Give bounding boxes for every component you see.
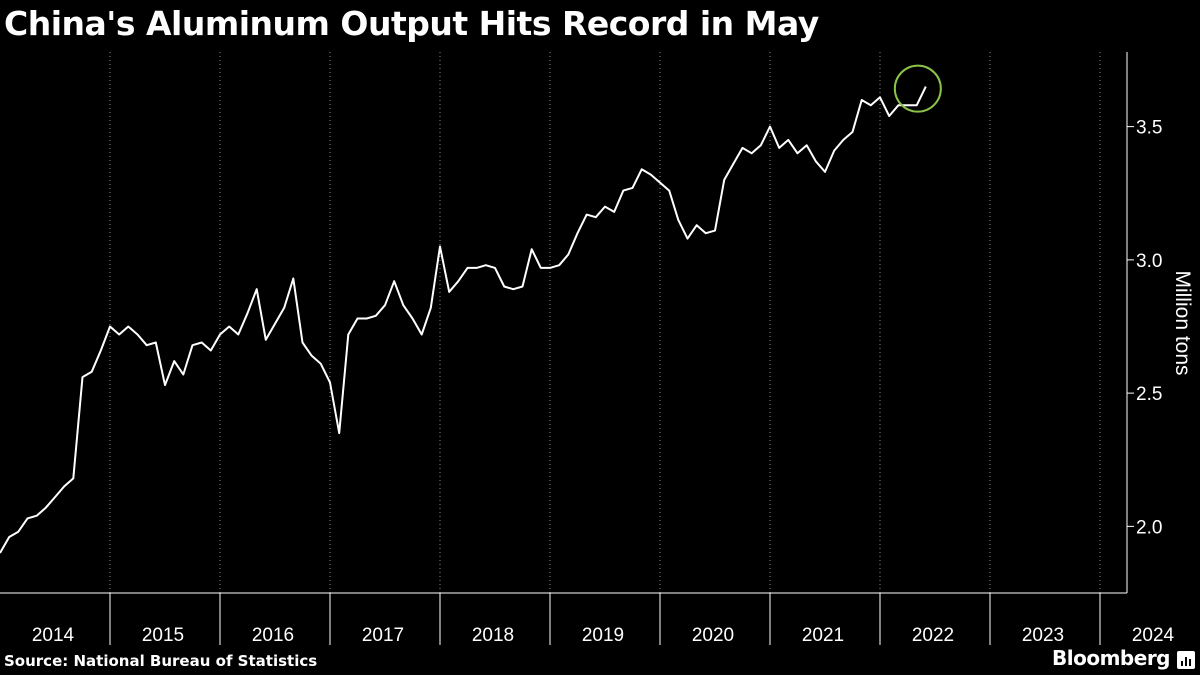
- vertical-gridlines: [109, 52, 1101, 593]
- x-tick-label-2015: 2015: [142, 625, 184, 646]
- record-highlight-circle: [893, 64, 942, 113]
- x-tick-labels: 2014 2015 2016 2017 2018 2019 2020 2021 2022 2023…: [32, 625, 1175, 646]
- x-tick-label-2024: 2024: [1132, 625, 1175, 646]
- x-tick-label-2023: 2023: [1022, 625, 1064, 646]
- x-tick-label-2022: 2022: [912, 625, 954, 646]
- x-tick-label-2014: 2014: [32, 625, 75, 646]
- source-note: Source: National Bureau of Statistics: [4, 652, 318, 670]
- series-line-aluminum-output: [0, 86, 927, 554]
- x-tick-label-2020: 2020: [692, 625, 734, 646]
- brand-logo-text: Bloomberg: [1052, 646, 1170, 670]
- x-tick-label-2017: 2017: [362, 625, 404, 646]
- axes: [0, 52, 1134, 645]
- x-tick-label-2016: 2016: [252, 625, 294, 646]
- annotation-layer: [893, 64, 942, 113]
- x-tick-label-2021: 2021: [802, 625, 844, 646]
- series-layer: [0, 86, 927, 554]
- y-tick-label-2.5: 2.5: [1136, 384, 1162, 405]
- y-tick-label-3.0: 3.0: [1136, 251, 1162, 272]
- y-tick-label-2.0: 2.0: [1136, 517, 1162, 538]
- bloomberg-terminal-icon: [1177, 651, 1195, 669]
- y-tick-labels: 2.0 2.5 3.0 3.5: [1136, 118, 1162, 539]
- x-tick-label-2019: 2019: [582, 625, 624, 646]
- x-tick-label-2018: 2018: [472, 625, 514, 646]
- y-tick-label-3.5: 3.5: [1136, 118, 1162, 139]
- y-axis-label: Million tons: [1171, 270, 1194, 375]
- chart-title: China's Aluminum Output Hits Record in M…: [4, 4, 819, 43]
